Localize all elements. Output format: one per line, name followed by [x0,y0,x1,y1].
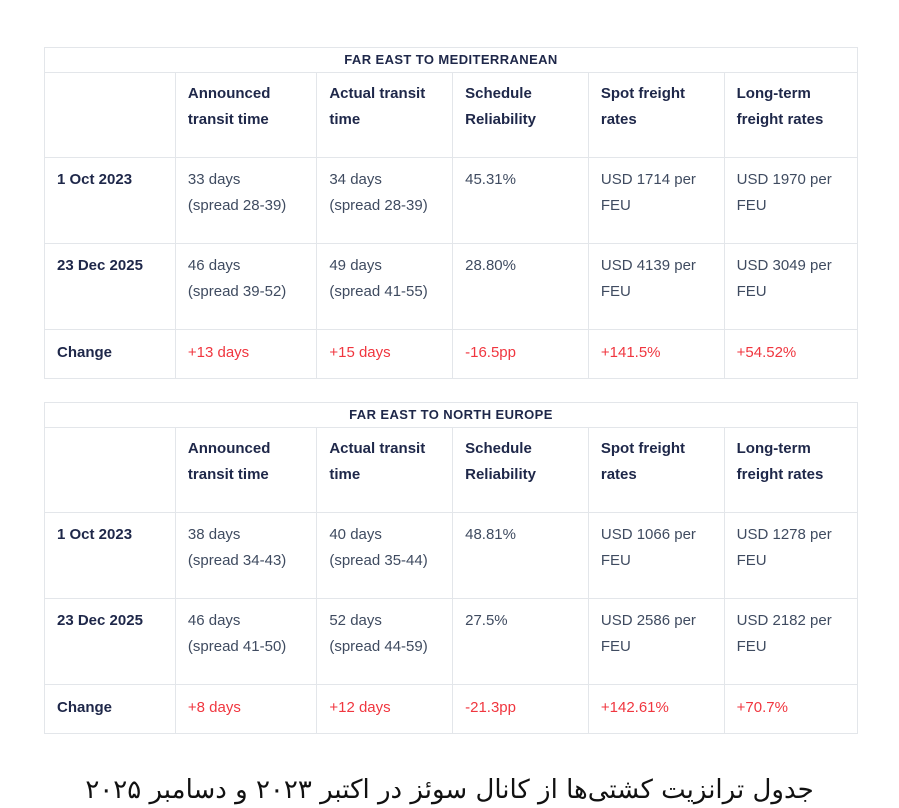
header-cell-spot-freight-rates: Spot freight rates [587,427,725,513]
table-row: 23 Dec 2025 46 days (spread 41-50) 52 da… [44,598,859,685]
cell: 46 days (spread 41-50) [174,598,318,685]
cell: 34 days (spread 28-39) [316,157,454,244]
header-cell-long-term-freight-rates: Long-term freight rates [723,427,859,513]
table-row-change: Change +13 days +15 days -16.5pp +141.5%… [44,329,859,379]
cell: 49 days (spread 41-55) [316,243,454,330]
header-cell-schedule-reliability: Schedule Reliability [452,427,589,513]
page: FAR EAST TO MEDITERRANEAN Announced tran… [44,0,859,808]
cell: 38 days (spread 34-43) [174,512,318,599]
cell: USD 1278 per FEU [723,512,859,599]
cell: USD 2586 per FEU [587,598,725,685]
cell: USD 1714 per FEU [587,157,725,244]
cell-change: +54.52% [723,329,859,379]
row-label: Change [44,684,176,734]
cell: USD 2182 per FEU [723,598,859,685]
table-far-east-to-mediterranean: FAR EAST TO MEDITERRANEAN Announced tran… [44,47,859,379]
cell-change: +15 days [316,329,454,379]
cell-change: +142.61% [587,684,725,734]
table-row: 1 Oct 2023 38 days (spread 34-43) 40 day… [44,512,859,599]
figure-caption: جدول ترانزیت کشتی‌ها از کانال سوئز در اک… [85,775,814,805]
cell-change: +13 days [174,329,318,379]
table-title: FAR EAST TO NORTH EUROPE [44,402,858,428]
row-label: 1 Oct 2023 [44,512,176,599]
cell-change: +141.5% [587,329,725,379]
header-cell-long-term-freight-rates: Long-term freight rates [723,72,859,158]
cell: 28.80% [452,243,589,330]
header-cell-schedule-reliability: Schedule Reliability [452,72,589,158]
cell: USD 1970 per FEU [723,157,859,244]
table-header-row: Announced transit time Actual transit ti… [44,72,859,158]
cell: USD 3049 per FEU [723,243,859,330]
row-label: 23 Dec 2025 [44,243,176,330]
row-label: 23 Dec 2025 [44,598,176,685]
header-cell-announced-transit-time: Announced transit time [174,427,318,513]
table-row-change: Change +8 days +12 days -21.3pp +142.61%… [44,684,859,734]
cell: 48.81% [452,512,589,599]
cell: 33 days (spread 28-39) [174,157,318,244]
row-label: Change [44,329,176,379]
table-title-row: FAR EAST TO MEDITERRANEAN [44,47,858,73]
table-far-east-to-north-europe: FAR EAST TO NORTH EUROPE Announced trans… [44,402,859,734]
cell: USD 1066 per FEU [587,512,725,599]
header-cell-empty [44,427,176,513]
header-cell-spot-freight-rates: Spot freight rates [587,72,725,158]
table-row: 23 Dec 2025 46 days (spread 39-52) 49 da… [44,243,859,330]
cell: 46 days (spread 39-52) [174,243,318,330]
cell: 27.5% [452,598,589,685]
cell: 40 days (spread 35-44) [316,512,454,599]
cell: 45.31% [452,157,589,244]
row-label: 1 Oct 2023 [44,157,176,244]
header-cell-announced-transit-time: Announced transit time [174,72,318,158]
cell-change: +8 days [174,684,318,734]
cell-change: -21.3pp [452,684,589,734]
header-cell-actual-transit-time: Actual transit time [316,72,454,158]
table-header-row: Announced transit time Actual transit ti… [44,427,859,513]
header-cell-actual-transit-time: Actual transit time [316,427,454,513]
cell-change: +12 days [316,684,454,734]
table-title: FAR EAST TO MEDITERRANEAN [44,47,858,73]
table-row: 1 Oct 2023 33 days (spread 28-39) 34 day… [44,157,859,244]
cell-change: -16.5pp [452,329,589,379]
cell: 52 days (spread 44-59) [316,598,454,685]
cell: USD 4139 per FEU [587,243,725,330]
cell-change: +70.7% [723,684,859,734]
header-cell-empty [44,72,176,158]
table-title-row: FAR EAST TO NORTH EUROPE [44,402,858,428]
